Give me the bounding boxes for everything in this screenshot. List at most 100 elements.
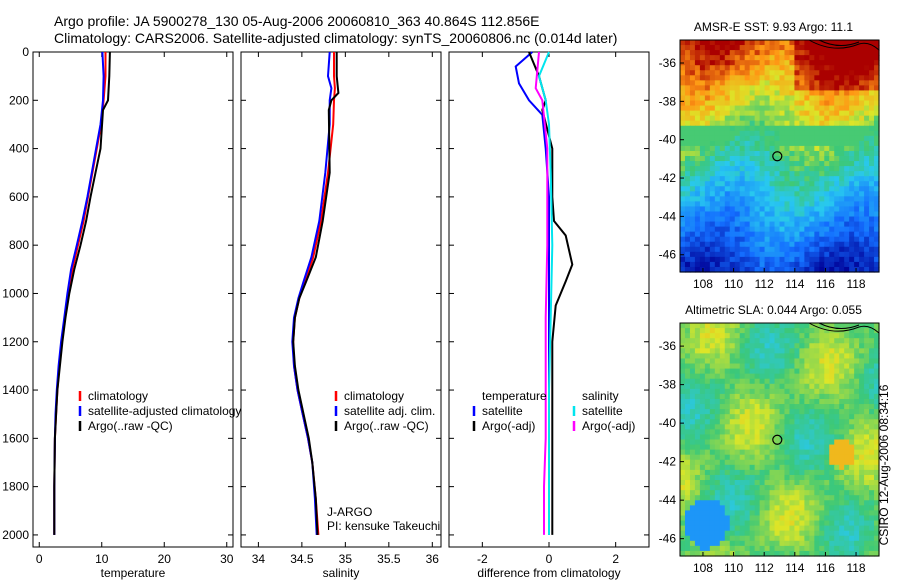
map-cell [839,333,845,339]
map-cell [734,530,741,537]
map-cell [819,145,825,152]
map-cell [734,196,741,202]
map-cell [864,520,870,527]
map-cell [854,454,860,461]
map-cell [864,429,870,436]
map-cell [680,353,686,360]
map-cell [684,363,691,370]
map-cell [824,266,830,273]
map-cell [680,530,686,537]
map-cell [699,156,706,162]
map-cell [719,105,726,112]
map-cell [779,55,786,61]
map-cell [784,186,791,192]
map-cell [739,186,746,192]
map-cell [699,393,706,400]
map-cell [694,120,701,127]
map-cell [684,135,691,142]
map-cell [814,110,820,117]
map-cell [844,186,850,192]
map-cell [709,323,716,329]
map-cell [859,525,865,532]
map-cell [689,424,696,430]
map-cell [680,201,686,208]
map-cell [874,105,880,112]
map-cell [709,261,716,268]
map-cell [744,176,751,182]
map-cell [789,353,796,360]
map-cell [854,140,860,147]
map-cell [724,166,731,172]
map-cell [714,261,721,268]
map-cell [784,404,791,410]
map-cell [874,161,880,167]
map-cell [724,145,731,152]
map-cell [709,191,716,197]
map-cell [859,449,865,456]
map-cell [819,75,825,81]
map-cell [874,100,880,107]
map-cell [684,393,691,400]
map-cell [680,55,686,61]
map-cell [799,515,805,522]
map-cell [714,515,721,522]
map-cell [779,186,786,192]
map-cell [854,444,860,451]
map-cell [734,60,741,66]
map-cell [739,464,746,471]
map-cell [804,110,810,117]
map-cell [844,449,850,456]
map-cell [779,464,786,471]
map-cell [709,383,716,390]
map-cell [704,434,711,441]
map-cell [869,464,875,471]
map-cell [824,171,830,177]
map-cell [829,545,835,552]
map-cell [874,70,880,76]
map-cell [829,261,835,268]
map-cell [719,176,726,182]
map-cell [809,156,815,162]
map-cell [814,186,820,192]
map-cell [834,480,840,486]
map-cell [774,373,781,380]
map-cell [849,333,855,339]
map-cell [809,328,815,334]
map-cell [689,256,696,263]
map-cell [704,388,711,395]
map-cell [839,480,845,486]
map-cell [774,201,781,208]
map-cell [704,490,711,496]
map-cell [749,55,756,61]
map-cell [699,226,706,233]
map-cell [729,150,736,157]
map-cell [694,186,701,192]
map-cell [739,266,746,273]
map-cell [759,388,766,395]
map-cell [759,540,766,547]
map-cell [849,246,855,253]
map-cell [844,550,850,557]
map-cell [724,363,731,370]
map-cell [849,540,855,547]
map-cell [819,201,825,208]
map-cell [824,404,830,410]
map-cell [814,424,820,430]
map-cell [749,323,756,329]
map-cell [829,500,835,506]
map-cell [694,520,701,527]
map-cell [779,226,786,233]
map-cell [789,176,796,182]
map-cell [684,231,691,238]
map-cell [749,404,756,410]
map-cell [869,388,875,395]
map-cell [844,480,850,486]
map-cell [859,348,865,354]
map-cell [829,439,835,446]
map-cell [774,221,781,228]
map-cell [744,256,751,263]
map-cell [759,80,766,86]
map-cell [794,191,800,197]
map-cell [719,429,726,436]
map-cell [764,404,771,410]
